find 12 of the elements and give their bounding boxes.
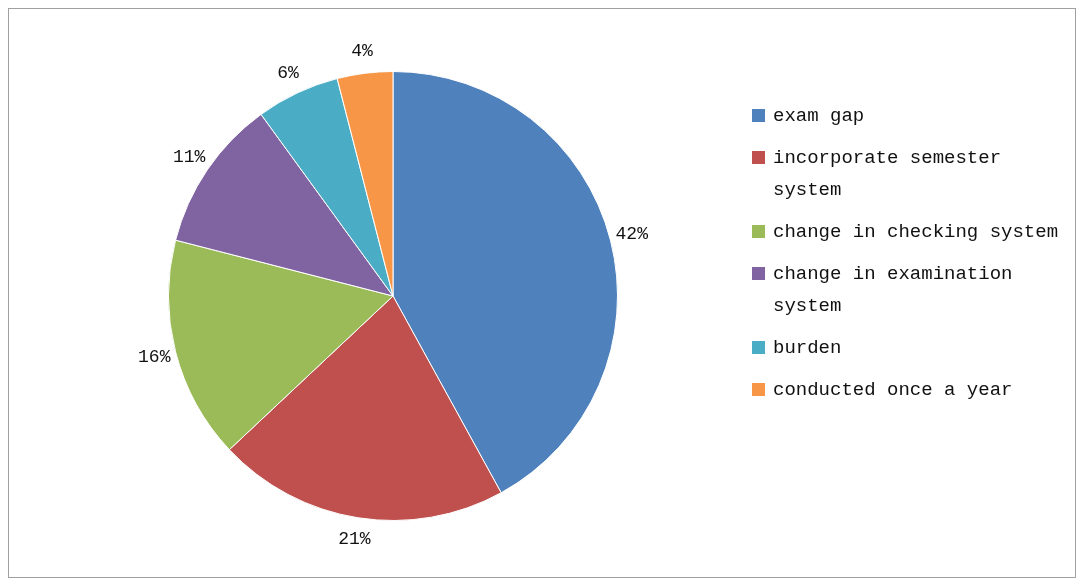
data-label: 6% bbox=[277, 62, 300, 83]
data-label: 21% bbox=[338, 529, 371, 550]
data-label: 4% bbox=[351, 41, 374, 62]
legend-label: incorporate semester system bbox=[773, 146, 1003, 203]
data-label: 16% bbox=[138, 347, 171, 368]
legend-label: exam gap bbox=[773, 104, 865, 129]
legend-label: change in examination system bbox=[773, 262, 1014, 319]
legend-label: change in checking system bbox=[773, 220, 1059, 245]
data-label: 42% bbox=[615, 224, 649, 245]
legend-label: burden bbox=[773, 336, 842, 361]
legend-label: conducted once a year bbox=[773, 378, 1013, 403]
data-label: 11% bbox=[172, 147, 206, 168]
